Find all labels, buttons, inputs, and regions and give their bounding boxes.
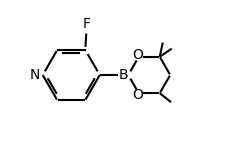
Text: F: F — [82, 17, 90, 31]
Text: O: O — [132, 88, 143, 102]
Text: O: O — [132, 48, 143, 62]
Text: B: B — [118, 68, 127, 82]
Text: N: N — [30, 68, 40, 82]
